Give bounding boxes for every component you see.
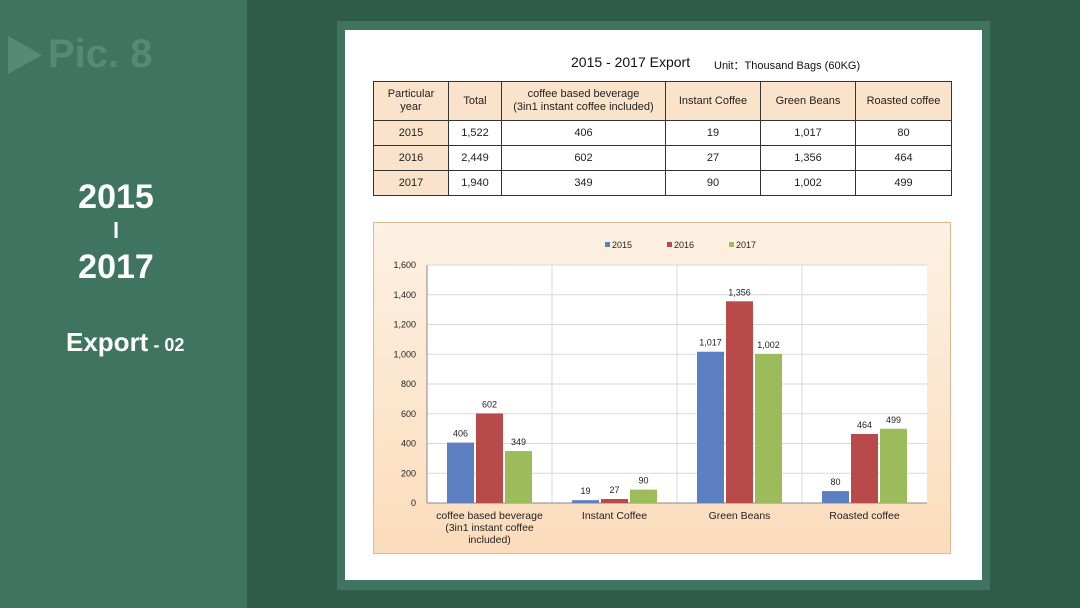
table-year-cell: 2017 [373, 170, 449, 196]
data-label: 80 [830, 477, 840, 487]
legend-label: 2017 [736, 240, 756, 250]
data-label: 602 [482, 399, 497, 409]
bar-chart: 0 200 400 600 800 1,000 1,200 1,400 1,600 406 602 3… [393, 240, 927, 546]
bar [505, 451, 532, 503]
data-label: 27 [609, 485, 619, 495]
table-year-cell: 2015 [373, 120, 449, 146]
export-table: Particular year Total coffee based beverage… [373, 81, 952, 196]
bar [630, 489, 657, 503]
table-year-cell: 2016 [373, 145, 449, 171]
table-header-row: Particular year Total coffee based beverage… [373, 81, 952, 121]
bar [572, 500, 599, 503]
table-cell: 19 [665, 120, 761, 146]
table-cell: 1,002 [760, 170, 856, 196]
bar [851, 433, 878, 503]
table-cell: 90 [665, 170, 761, 196]
table-cell: 1,356 [760, 145, 856, 171]
chart-box: 0 200 400 600 800 1,000 1,200 1,400 1,600 406 602 3… [373, 222, 951, 554]
section-title-main: Export [66, 327, 149, 357]
y-tick-label: 1,600 [393, 260, 416, 270]
bar [697, 351, 724, 503]
pic-label: Pic. 8 [8, 32, 153, 77]
year-separator: l [112, 218, 120, 243]
data-label: 1,017 [699, 338, 722, 348]
table-cell: 602 [501, 145, 666, 171]
data-label: 406 [453, 429, 468, 439]
table-header-cell: Instant Coffee [665, 81, 761, 121]
y-tick-label: 1,400 [393, 290, 416, 300]
y-tick-label: 1,000 [393, 349, 416, 359]
y-tick-label: 0 [411, 498, 416, 508]
data-label: 464 [857, 420, 872, 430]
legend-swatch [729, 242, 734, 247]
x-tick-label: Instant Coffee [582, 510, 647, 522]
table-row: 2016 2,449 602 27 1,356 464 [373, 145, 952, 171]
table-cell: 1,940 [448, 170, 502, 196]
y-tick-label: 1,200 [393, 320, 416, 330]
bar [601, 498, 628, 503]
table-cell: 464 [855, 145, 952, 171]
bar [726, 301, 753, 503]
table-header-cell: coffee based beverage (3in1 instant coffe… [501, 81, 666, 121]
table-cell: 349 [501, 170, 666, 196]
table-header-cell: Roasted coffee [855, 81, 952, 121]
table-cell: 2,449 [448, 145, 502, 171]
table-header-cell: Green Beans [760, 81, 856, 121]
legend-swatch [605, 242, 610, 247]
left-panel [0, 0, 247, 608]
bar [447, 442, 474, 503]
data-label: 349 [511, 437, 526, 447]
table-body: 2015 1,522 406 19 1,017 80 2016 2,449 602 27 1,356… [373, 120, 952, 196]
table-cell: 1,522 [448, 120, 502, 146]
x-tick-label: Green Beans [709, 510, 771, 522]
table-row: 2017 1,940 349 90 1,002 499 [373, 170, 952, 196]
table-cell: 1,017 [760, 120, 856, 146]
year-end: 2017 [78, 248, 154, 286]
bar [880, 428, 907, 503]
y-tick-label: 400 [401, 439, 416, 449]
table-cell: 406 [501, 120, 666, 146]
table-cell: 80 [855, 120, 952, 146]
legend-swatch [667, 242, 672, 247]
table-cell: 499 [855, 170, 952, 196]
y-tick-label: 600 [401, 409, 416, 419]
data-label: 499 [886, 415, 901, 425]
bar [476, 413, 503, 503]
year-start: 2015 [78, 178, 154, 216]
table-unit: Unit：Thousand Bags (60KG) [714, 60, 861, 72]
x-tick-label: Roasted coffee [829, 510, 900, 522]
x-tick-label: coffee based beverage (3in1 instant coffe… [436, 510, 543, 546]
section-title-suffix: - 02 [148, 335, 185, 355]
data-label: 1,356 [728, 287, 751, 297]
pic-label-text: Pic. 8 [48, 32, 153, 76]
table-header-cell: Total [448, 81, 502, 121]
table-header-cell: Particular year [373, 81, 449, 121]
legend-label: 2016 [674, 240, 694, 250]
bar [755, 353, 782, 503]
table-row: 2015 1,522 406 19 1,017 80 [373, 120, 952, 146]
legend-label: 2015 [612, 240, 632, 250]
y-tick-label: 200 [401, 468, 416, 478]
section-title: Export - 02 [66, 327, 184, 358]
data-label: 1,002 [757, 340, 780, 350]
table-cell: 27 [665, 145, 761, 171]
bar [822, 491, 849, 503]
data-label: 19 [580, 486, 590, 496]
play-triangle-icon [8, 35, 42, 74]
table-title: 2015 - 2017 Export [571, 54, 691, 70]
y-tick-label: 800 [401, 379, 416, 389]
data-label: 90 [638, 476, 648, 486]
